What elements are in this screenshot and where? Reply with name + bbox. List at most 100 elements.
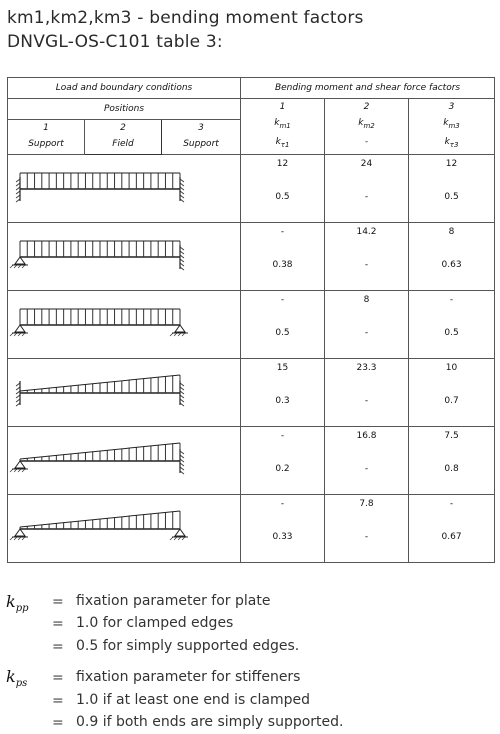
clamp-hatch [179,386,185,391]
pin-hatch [21,468,26,473]
row-4-col-3: 10 0.7 [408,358,496,427]
factor-col-1-kt: kτ1 [275,136,290,149]
clamp-hatch [179,398,185,403]
clamp-hatch [179,390,185,395]
pin-hatch [21,536,26,541]
pin-support-icon [174,324,186,333]
clamp-hatch [15,194,21,199]
factor-col-3-kt: kτ3 [444,136,459,149]
kps-line-2: 1.0 if at least one end is clamped [76,692,310,708]
pin-hatch [21,264,26,269]
diagram-row-2 [6,222,242,291]
kpp-eq-3: = [52,639,64,655]
row-4-col-2: 23.3- [324,358,410,427]
load-envelope [19,442,181,460]
clamp-hatch [15,182,21,187]
row-2-col-1: -0.38 [240,222,326,291]
row-6-col-1: -0.33 [240,494,326,563]
factor-col-2: 2 km2 - [324,98,410,155]
kpp-line-3: 0.5 for simply supported edges. [76,638,300,654]
clamp-hatch [179,246,185,251]
pin-hatch [13,332,18,337]
kpp-eq-1: = [52,594,64,610]
pin-support-icon [14,256,26,265]
factor-col-1: 1 km1 kτ1 [240,98,326,155]
factor-col-3-num: 3 [448,102,455,112]
clamp-hatch [179,462,185,467]
diagram-row-4 [6,358,242,427]
kps-symbol: kps [6,667,28,690]
clamp-hatch [179,182,185,187]
clamp-hatch [15,398,21,403]
pin-hatch [17,468,22,473]
pin-hatch [169,332,174,337]
clamp-hatch [15,190,21,195]
row-1-col-3: 12 0.5 [408,154,496,223]
pin-support-icon [14,528,26,537]
beam-diagram-1 [15,172,185,203]
beam-diagram-6 [9,510,188,541]
pin-hatch [169,536,174,541]
pin-support-icon [14,460,26,469]
pin-hatch [17,536,22,541]
pin-hatch [13,536,18,541]
position-3: 3 Support [160,119,242,155]
pin-hatch [177,332,182,337]
row-1-col-2: 24- [324,154,410,223]
clamp-hatch [15,382,21,387]
row-6-col-2: 7.8- [324,494,410,563]
pin-hatch [9,468,14,473]
clamp-hatch [15,198,21,203]
pin-hatch [17,332,22,337]
kpp-eq-2: = [52,616,64,632]
factor-col-2-km: km2 [358,118,375,130]
pin-hatch [9,332,14,337]
kps-line-3: 0.9 if both ends are simply supported. [76,714,344,730]
row-5-col-2: 16.8- [324,426,410,495]
pin-support-icon [174,528,186,537]
title-line-2: DNVGL-OS-C101 table 3: [7,32,223,52]
pin-hatch [173,536,178,541]
clamp-hatch [179,454,185,459]
clamp-hatch [179,186,185,191]
row-2-col-3: 8 0.63 [408,222,496,291]
clamp-hatch [179,450,185,455]
clamp-hatch [15,386,21,391]
kps-eq-3: = [52,715,64,731]
row-3-col-3: -0.5 [408,290,496,359]
clamp-hatch [179,394,185,399]
beam-diagram-4 [15,374,185,407]
pin-hatch [9,264,14,269]
factor-col-3: 3 km3 kτ3 [408,98,496,155]
load-envelope [19,374,181,392]
row-1-col-1: 12 0.5 [240,154,326,223]
factor-col-2-kt: - [364,136,369,147]
clamp-hatch [179,194,185,199]
clamp-hatch [15,394,21,399]
diagram-row-1 [6,154,242,223]
pin-hatch [181,536,186,541]
beam-diagram-2 [9,240,185,271]
kps-line-1: fixation parameter for stiffeners [76,669,301,685]
clamp-hatch [179,466,185,471]
clamp-hatch [179,254,185,259]
clamp-hatch [179,198,185,203]
pin-hatch [177,536,182,541]
beam-diagram-3 [9,308,188,337]
position-2: 2 Field [84,119,162,155]
title-line-1: km1,km2,km3 - bending moment factors [7,8,364,28]
clamp-hatch [179,458,185,463]
factor-col-3-km: km3 [443,118,460,130]
pin-hatch [9,536,14,541]
clamp-hatch [179,402,185,407]
pin-hatch [21,332,26,337]
clamp-hatch [179,266,185,271]
clamp-hatch [15,402,21,407]
clamp-hatch [179,250,185,255]
clamp-hatch [179,258,185,263]
factor-col-1-km: km1 [274,118,291,130]
factor-table: Load and boundary conditions Bending mom… [6,77,496,563]
pin-hatch [17,264,22,269]
row-5-col-1: -0.2 [240,426,326,495]
clamp-hatch [179,470,185,475]
